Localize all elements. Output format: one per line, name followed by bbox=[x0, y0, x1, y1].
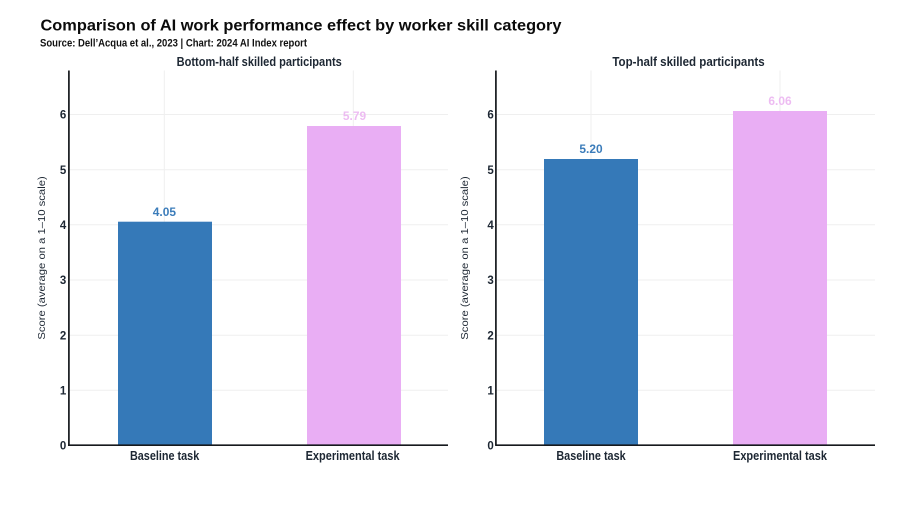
svg-text:Source: Dell’Acqua et al., 202: Source: Dell’Acqua et al., 2023 | Chart:… bbox=[40, 38, 307, 50]
svg-text:4: 4 bbox=[487, 220, 494, 232]
svg-text:Baseline task: Baseline task bbox=[130, 449, 200, 463]
svg-text:Experimental task: Experimental task bbox=[733, 449, 828, 463]
svg-text:Score (average on a 1–10 scale: Score (average on a 1–10 scale) bbox=[36, 176, 48, 339]
svg-text:4: 4 bbox=[60, 220, 67, 232]
svg-text:3: 3 bbox=[60, 275, 66, 287]
svg-text:4.05: 4.05 bbox=[153, 207, 177, 219]
svg-text:5.20: 5.20 bbox=[579, 144, 602, 156]
svg-text:Top-half skilled participants: Top-half skilled participants bbox=[612, 55, 764, 69]
svg-text:5: 5 bbox=[487, 165, 494, 177]
svg-text:0: 0 bbox=[60, 441, 66, 453]
svg-text:1: 1 bbox=[60, 385, 67, 397]
svg-text:Experimental task: Experimental task bbox=[306, 449, 401, 463]
svg-text:Score (average on a 1–10 scale: Score (average on a 1–10 scale) bbox=[459, 176, 471, 339]
svg-text:5: 5 bbox=[60, 165, 67, 177]
svg-text:6: 6 bbox=[487, 110, 493, 122]
svg-text:6: 6 bbox=[60, 110, 66, 122]
svg-text:5.79: 5.79 bbox=[343, 111, 366, 123]
svg-text:Comparison of AI work performa: Comparison of AI work performance effect… bbox=[41, 17, 562, 34]
svg-text:2: 2 bbox=[487, 330, 493, 342]
svg-text:3: 3 bbox=[487, 275, 493, 287]
svg-text:Baseline task: Baseline task bbox=[556, 449, 626, 463]
svg-text:2: 2 bbox=[60, 330, 66, 342]
svg-text:1: 1 bbox=[487, 385, 494, 397]
svg-text:Bottom-half skilled participan: Bottom-half skilled participants bbox=[177, 55, 342, 69]
svg-text:6.06: 6.06 bbox=[768, 96, 791, 108]
svg-text:0: 0 bbox=[487, 441, 493, 453]
